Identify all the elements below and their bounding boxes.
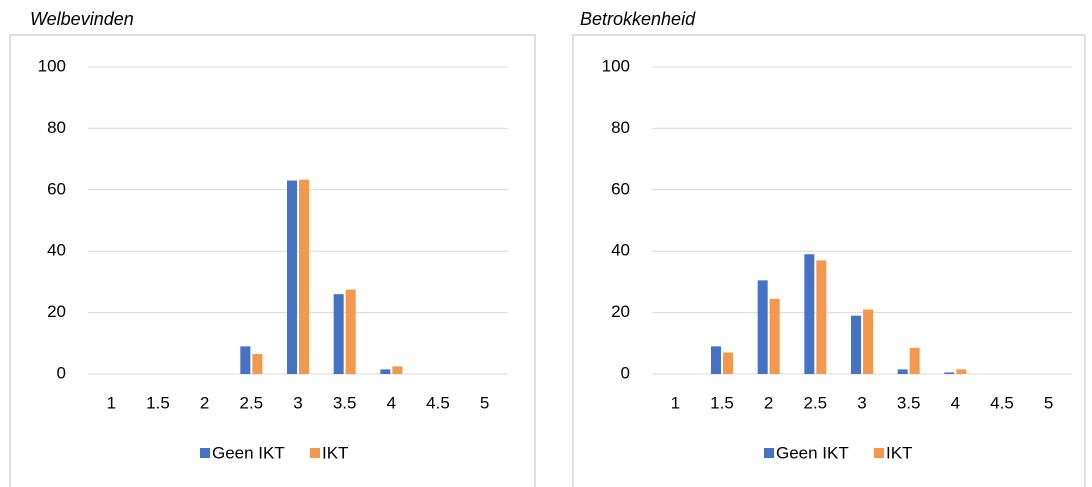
bar bbox=[333, 294, 344, 374]
bar bbox=[944, 372, 955, 374]
legend-swatch bbox=[874, 448, 884, 458]
y-tick-label: 0 bbox=[621, 363, 630, 382]
x-tick-label: 4 bbox=[387, 393, 396, 412]
y-tick-label: 100 bbox=[38, 56, 66, 75]
x-tick-label: 3 bbox=[857, 393, 866, 412]
x-tick-label: 3.5 bbox=[333, 393, 357, 412]
legend-label: Geen IKT bbox=[776, 443, 849, 462]
bar bbox=[723, 352, 733, 374]
x-tick-label: 2 bbox=[764, 393, 773, 412]
y-tick-label: 80 bbox=[47, 118, 66, 137]
x-tick-label: 5 bbox=[480, 393, 489, 412]
bar bbox=[897, 369, 908, 374]
bar bbox=[863, 309, 873, 374]
chart-frame bbox=[9, 34, 536, 487]
legend-swatch bbox=[200, 448, 210, 458]
y-tick-label: 40 bbox=[47, 241, 66, 260]
x-tick-label: 4 bbox=[951, 393, 960, 412]
legend-label: IKT bbox=[322, 443, 348, 462]
legend-label: IKT bbox=[886, 443, 912, 462]
bar bbox=[956, 369, 967, 374]
legend-swatch bbox=[764, 448, 774, 458]
bar bbox=[769, 298, 780, 374]
x-tick-label: 1 bbox=[671, 393, 680, 412]
legend-label: Geen IKT bbox=[212, 443, 285, 462]
bar bbox=[287, 180, 297, 374]
x-tick-label: 1.5 bbox=[710, 393, 734, 412]
x-tick-label: 1.5 bbox=[146, 393, 170, 412]
legend-swatch bbox=[310, 448, 320, 458]
chart-title: Welbevinden bbox=[30, 9, 134, 29]
y-tick-label: 100 bbox=[602, 56, 630, 75]
x-tick-label: 4.5 bbox=[426, 393, 450, 412]
y-tick-label: 40 bbox=[611, 241, 630, 260]
x-tick-label: 2 bbox=[200, 393, 209, 412]
x-tick-label: 2.5 bbox=[240, 393, 264, 412]
y-tick-label: 60 bbox=[47, 179, 66, 198]
y-tick-label: 80 bbox=[611, 118, 630, 137]
bar bbox=[757, 280, 768, 374]
bar bbox=[816, 260, 827, 374]
x-tick-label: 4.5 bbox=[990, 393, 1014, 412]
x-tick-label: 3 bbox=[293, 393, 302, 412]
bar bbox=[851, 315, 861, 374]
bar bbox=[804, 254, 815, 374]
bar bbox=[909, 347, 920, 374]
bar bbox=[240, 346, 251, 374]
x-tick-label: 5 bbox=[1044, 393, 1053, 412]
y-tick-label: 0 bbox=[57, 363, 66, 382]
bar bbox=[252, 354, 263, 374]
bar bbox=[299, 179, 309, 374]
bar bbox=[345, 289, 356, 374]
chart-title: Betrokkenheid bbox=[580, 9, 696, 29]
y-tick-label: 60 bbox=[611, 179, 630, 198]
x-tick-label: 3.5 bbox=[897, 393, 921, 412]
x-tick-label: 2.5 bbox=[804, 393, 828, 412]
bar bbox=[380, 369, 391, 374]
y-tick-label: 20 bbox=[611, 302, 630, 321]
y-tick-label: 20 bbox=[47, 302, 66, 321]
bar bbox=[711, 346, 721, 374]
chart-frame bbox=[572, 34, 1086, 487]
bar bbox=[392, 366, 403, 374]
x-tick-label: 1 bbox=[107, 393, 116, 412]
